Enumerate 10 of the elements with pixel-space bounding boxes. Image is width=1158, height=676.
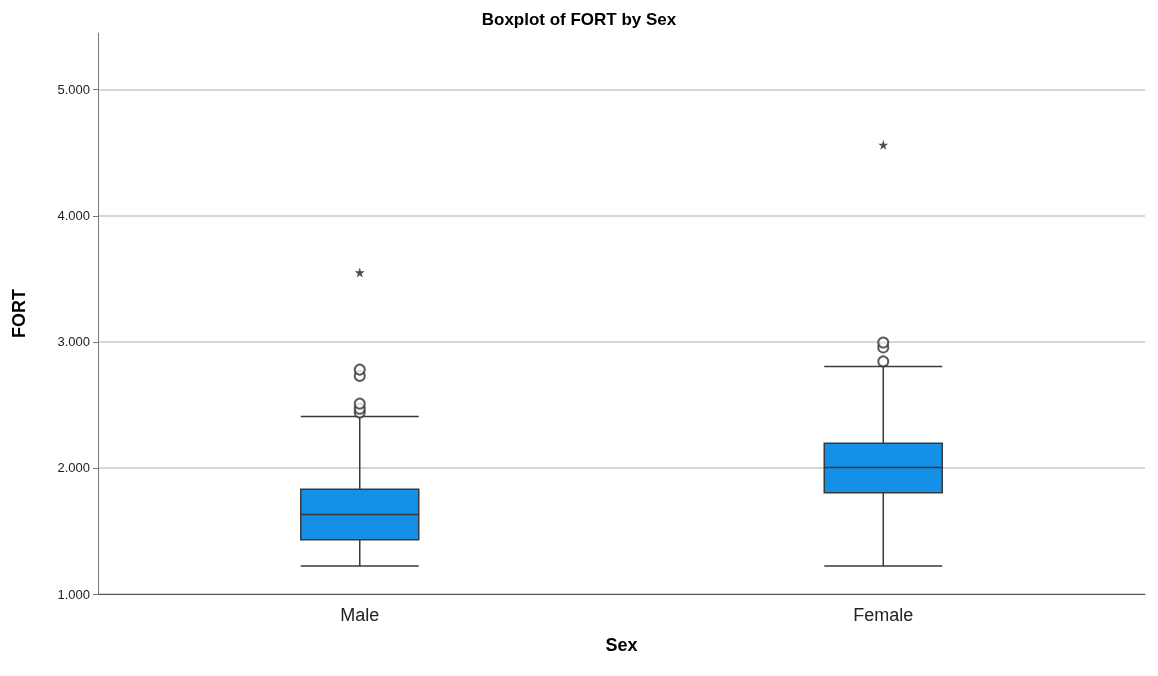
x-axis-title: Sex — [605, 635, 638, 655]
y-axis-title: FORT — [9, 289, 29, 338]
y-tick-label: 4.000 — [57, 208, 90, 224]
x-tick-label: Male — [340, 605, 380, 625]
y-tick-label: 5.000 — [57, 82, 90, 98]
y-tick-label: 2.000 — [57, 460, 90, 476]
y-tick-label: 1.000 — [57, 586, 90, 602]
x-tick-label: Female — [853, 605, 914, 625]
y-tick-label: 3.000 — [57, 334, 90, 350]
chart-title: Boxplot of FORT by Sex — [481, 10, 677, 29]
